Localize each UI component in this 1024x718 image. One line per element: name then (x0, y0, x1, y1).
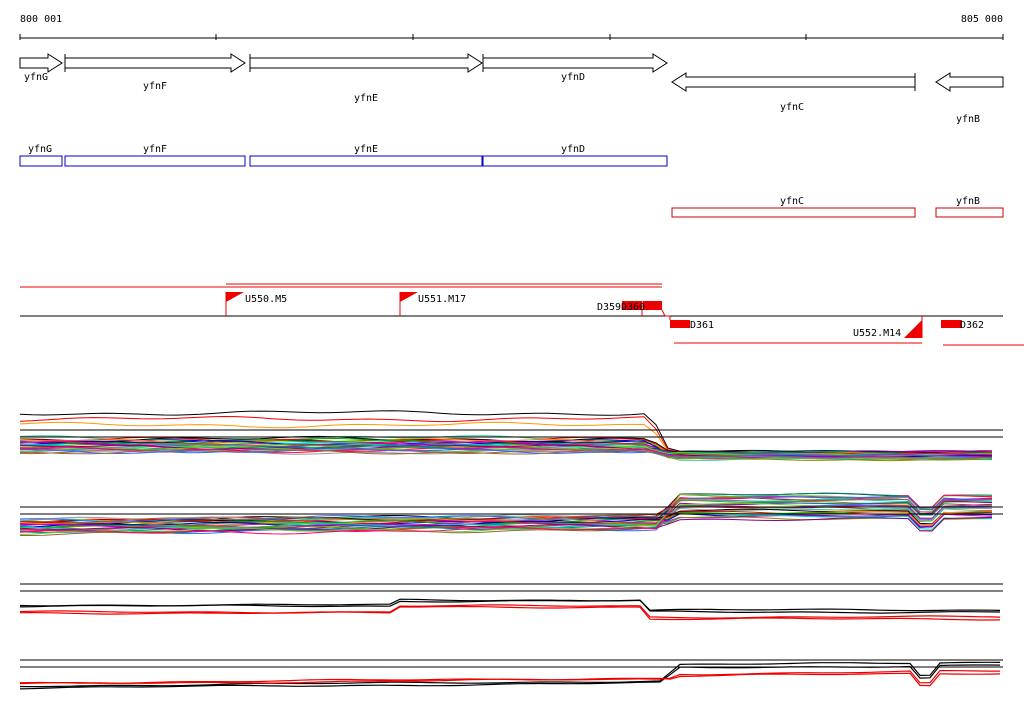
reverse-boxes (671, 207, 1004, 218)
expression-traces (19, 410, 1001, 690)
feature-label: U551.M17 (418, 294, 466, 305)
trace (19, 493, 993, 535)
feature-label: U552.M14 (853, 328, 901, 339)
trace (19, 410, 993, 454)
trace (19, 672, 1001, 687)
box-label: yfnB (956, 196, 980, 207)
gene-label: yfnB (956, 114, 980, 125)
trace (19, 605, 1001, 621)
gene-label: yfnC (780, 102, 804, 113)
trace (19, 495, 993, 523)
trace (19, 447, 992, 458)
gene-arrows (19, 53, 1004, 92)
trace (19, 502, 993, 532)
panel-lines (20, 429, 1003, 668)
trace (19, 599, 1001, 614)
trace (19, 449, 993, 459)
gene-label: yfnE (354, 93, 378, 104)
gene-label: yfnF (143, 81, 167, 92)
box-label: yfnG (28, 144, 52, 155)
gene-label: yfnD (561, 72, 585, 83)
box-label: yfnC (780, 196, 804, 207)
trace (19, 445, 993, 457)
trace (20, 497, 993, 524)
feature-label: D360 (621, 302, 645, 313)
trace (19, 604, 1001, 619)
ruler-end: 805 000 (961, 14, 1003, 25)
box-label: yfnF (143, 144, 167, 155)
forward-boxes (19, 155, 668, 167)
feature-label: U550.M5 (245, 294, 287, 305)
feature-track (20, 283, 1024, 346)
trace (19, 510, 992, 526)
feature-label: D359 (597, 302, 621, 313)
trace (19, 661, 1001, 688)
feature-label: D362 (960, 320, 984, 331)
ruler-start: 800 001 (20, 14, 62, 25)
box-label: yfnE (354, 144, 378, 155)
trace (19, 438, 992, 456)
ruler (19, 34, 1004, 40)
gene-label: yfnG (24, 72, 48, 83)
box-label: yfnD (561, 144, 585, 155)
feature-label: D361 (690, 320, 714, 331)
